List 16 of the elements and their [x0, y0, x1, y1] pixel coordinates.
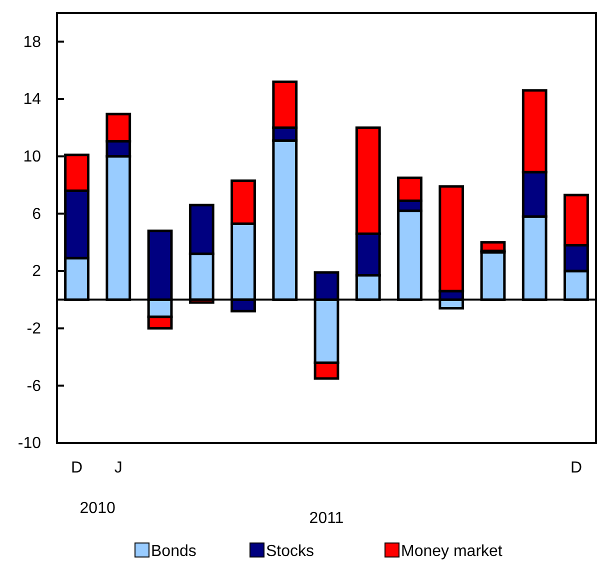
y-tick-label: 14 — [23, 91, 42, 108]
text: 2010 — [80, 500, 116, 517]
legend-label: Money market — [401, 543, 503, 560]
y-tick-label: 10 — [23, 148, 42, 166]
y-tick-label: -10 — [18, 435, 42, 452]
y-tick-label: 2 — [32, 263, 42, 280]
y-tick-label: -2 — [26, 320, 42, 338]
text: 2011 — [309, 510, 344, 527]
x-tick-label: D — [70, 459, 83, 476]
legend-label: Bonds — [151, 543, 196, 560]
y-tick-label: 6 — [32, 206, 42, 223]
x-tick-label: J — [114, 459, 122, 476]
legend-label: Stocks — [266, 543, 314, 560]
y-tick-label: -6 — [26, 378, 42, 395]
y-tick-label: 18 — [23, 34, 42, 51]
x-tick-label: D — [570, 459, 582, 476]
